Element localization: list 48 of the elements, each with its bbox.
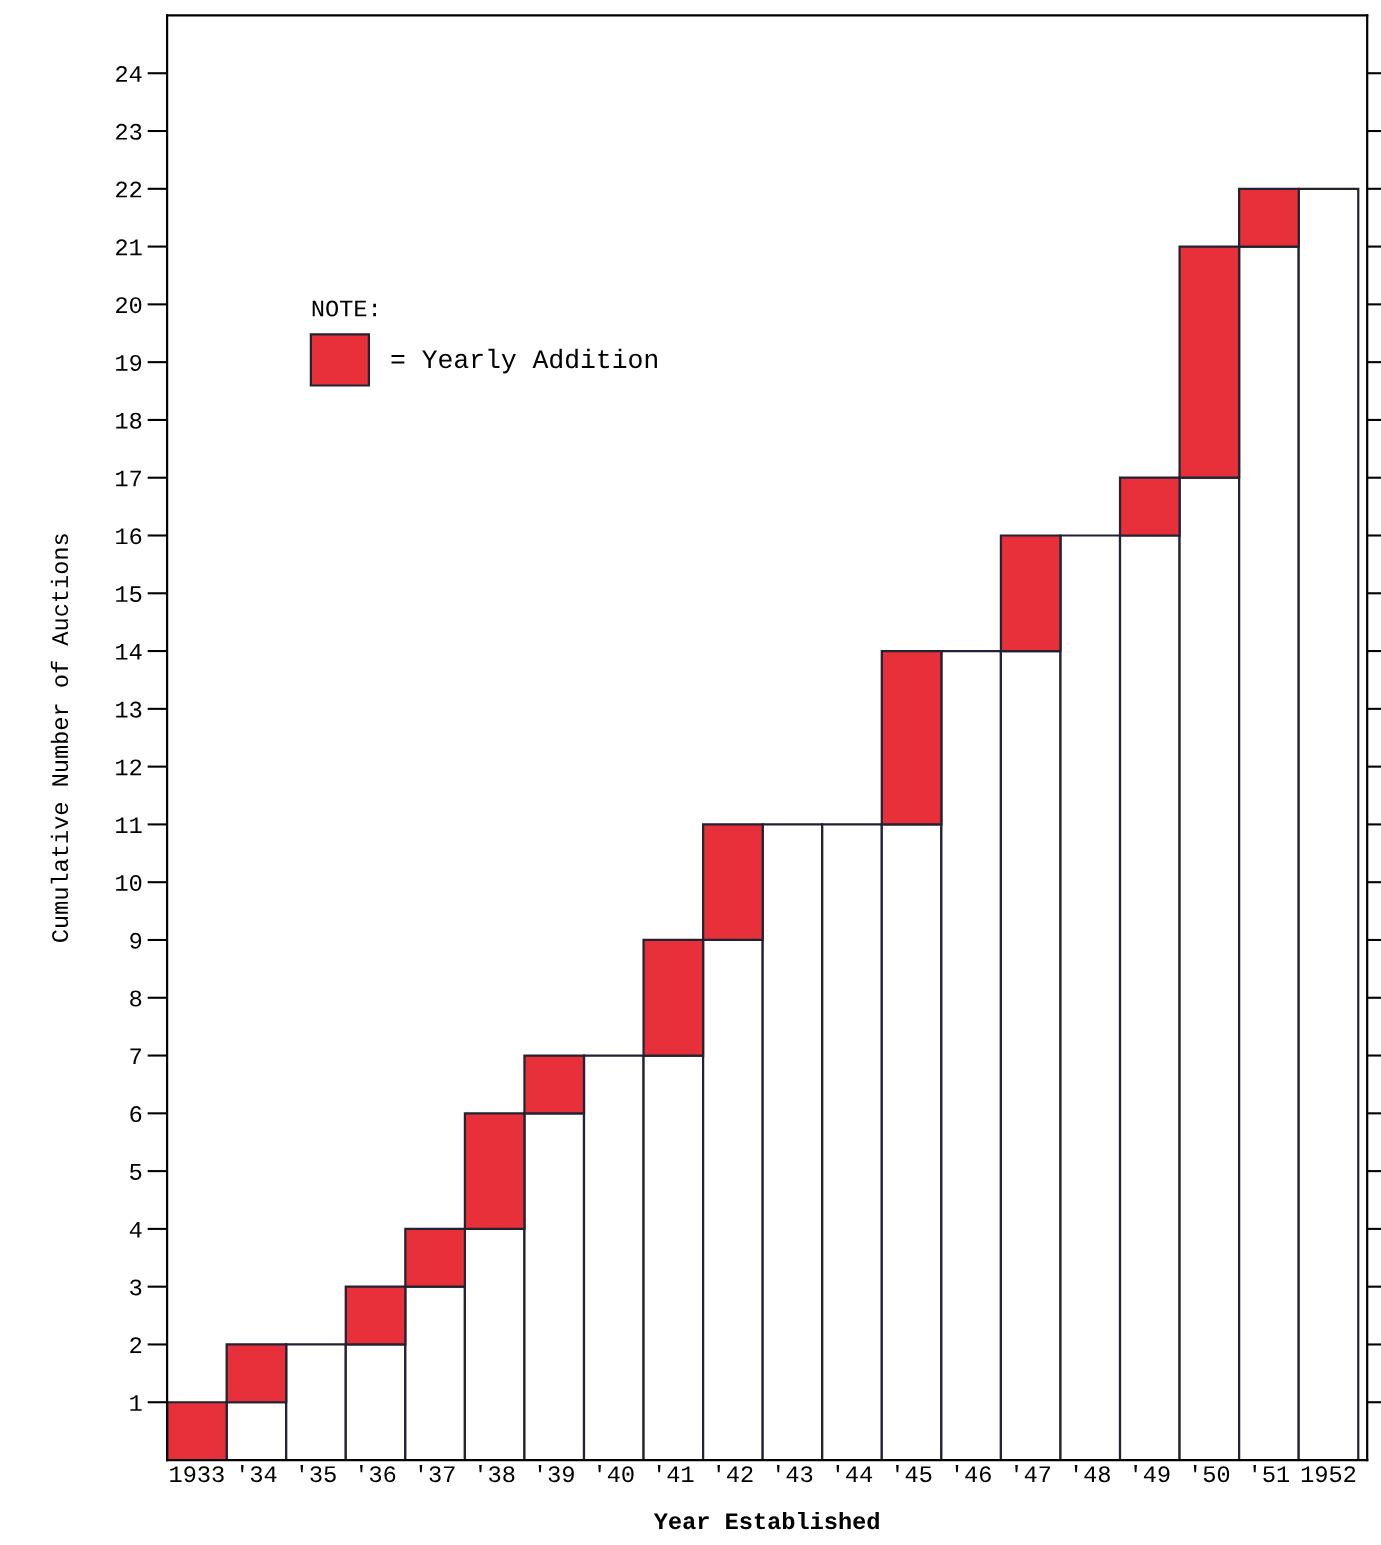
x-tick-label: '34 bbox=[240, 1464, 277, 1483]
y-tick-label: 18 bbox=[116, 412, 142, 429]
x-tick-label: '36 bbox=[360, 1464, 396, 1483]
y-tick-label: 13 bbox=[116, 701, 142, 718]
x-tick-label: '39 bbox=[538, 1464, 574, 1483]
x-tick-label: '44 bbox=[836, 1464, 873, 1482]
x-tick-label: '51 bbox=[1253, 1464, 1290, 1483]
y-tick-label: 24 bbox=[116, 65, 142, 82]
x-tick-label: '40 bbox=[598, 1464, 634, 1483]
y-tick-label: 15 bbox=[116, 586, 142, 603]
x-tick-label: '47 bbox=[1015, 1464, 1051, 1482]
y-tick-label: 9 bbox=[130, 932, 142, 949]
y-tick-label: 10 bbox=[116, 874, 142, 891]
y-tick-label: 11 bbox=[116, 817, 142, 833]
x-tick-label: '46 bbox=[955, 1464, 991, 1483]
x-tick-label: '49 bbox=[1134, 1464, 1170, 1483]
y-tick-label: 1 bbox=[130, 1395, 142, 1411]
x-axis-title: Year Established bbox=[653, 1511, 879, 1530]
legend-title: NOTE: bbox=[312, 300, 376, 317]
x-tick-label: 1952 bbox=[1301, 1466, 1356, 1483]
y-tick-label: 8 bbox=[130, 990, 142, 1007]
y-tick-label: 3 bbox=[130, 1279, 142, 1296]
y-tick-label: 7 bbox=[130, 1048, 141, 1065]
x-tick-label: '43 bbox=[776, 1464, 813, 1483]
y-axis-title: Cumulative Number of Auctions bbox=[50, 534, 69, 942]
y-tick-label: 12 bbox=[116, 759, 142, 776]
x-tick-label: '45 bbox=[896, 1464, 932, 1483]
y-tick-label: 4 bbox=[129, 1221, 142, 1238]
x-tick-label: '41 bbox=[657, 1464, 694, 1482]
x-tick-label: '48 bbox=[1074, 1464, 1110, 1483]
y-tick-label: 20 bbox=[116, 297, 142, 314]
y-tick-label: 2 bbox=[130, 1337, 142, 1354]
y-tick-label: 22 bbox=[116, 181, 142, 198]
y-tick-label: 6 bbox=[130, 1106, 142, 1123]
legend-label: = Yearly Addition bbox=[391, 348, 657, 374]
y-tick-label: 17 bbox=[116, 470, 141, 487]
y-tick-label: 5 bbox=[130, 1164, 142, 1180]
x-tick-label: '38 bbox=[479, 1464, 515, 1483]
y-tick-label: 14 bbox=[116, 644, 142, 660]
y-tick-label: 19 bbox=[116, 354, 142, 371]
y-tick-label: 23 bbox=[116, 123, 142, 140]
y-tick-label: 16 bbox=[116, 528, 142, 545]
x-tick-label: '35 bbox=[300, 1464, 336, 1483]
x-tick-label: '37 bbox=[419, 1464, 455, 1483]
x-tick-label: '42 bbox=[717, 1464, 753, 1482]
y-tick-label: 21 bbox=[116, 239, 142, 256]
x-tick-label: 1933 bbox=[170, 1466, 224, 1483]
x-tick-label: '50 bbox=[1193, 1464, 1230, 1483]
